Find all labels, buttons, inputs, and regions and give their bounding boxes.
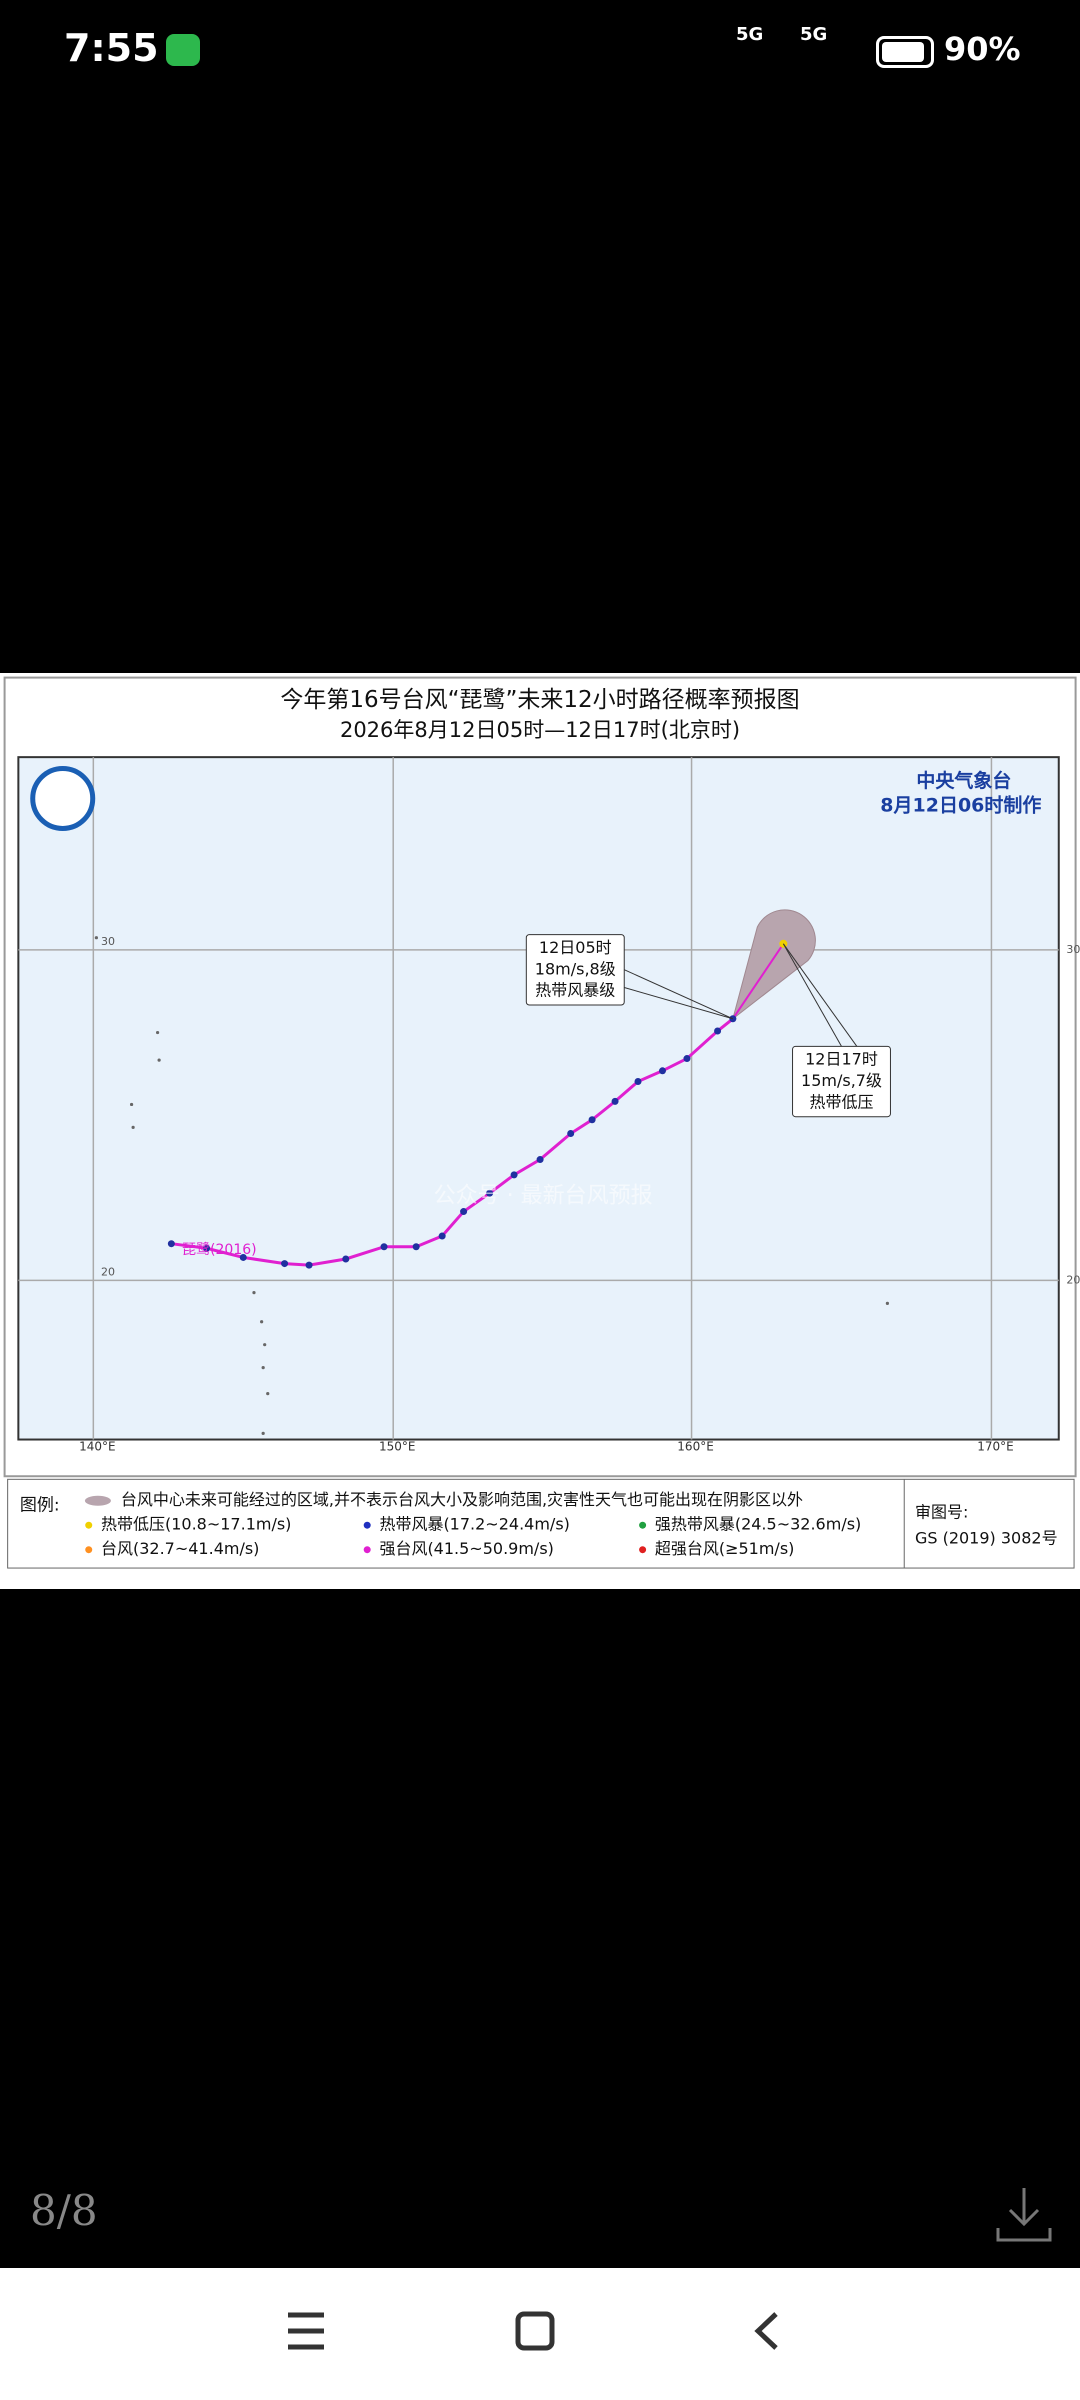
- callout-text: 12日05时: [539, 938, 612, 957]
- legend-item: 热带低压(10.8~17.1m/s): [101, 1515, 291, 1534]
- track-point: [239, 1253, 247, 1261]
- watermark: 公众号 · 最新台风预报: [434, 1183, 653, 1208]
- latitude-label: 30: [101, 935, 115, 948]
- callout-text: 热带风暴级: [535, 981, 615, 1000]
- battery-icon: [876, 36, 934, 68]
- track-point: [167, 1240, 175, 1248]
- track-point: [342, 1255, 350, 1263]
- legend-item: 热带风暴(17.2~24.4m/s): [379, 1515, 569, 1534]
- legend-box: [7, 1478, 1075, 1569]
- island: [263, 1343, 267, 1347]
- map-subtitle: 2026年8月12日05时—12日17时(北京时): [340, 718, 740, 742]
- probability-cone: [732, 909, 816, 1021]
- track-point: [683, 1055, 691, 1063]
- track-point: [634, 1078, 642, 1086]
- legend-dot: [639, 1546, 647, 1554]
- island: [885, 1301, 890, 1305]
- map-frame: [17, 756, 1060, 1441]
- track-point: [729, 1015, 737, 1023]
- island: [261, 1431, 265, 1436]
- island: [260, 1320, 264, 1324]
- legend-dot: [85, 1521, 93, 1529]
- island: [261, 1366, 265, 1370]
- legend-dot: [363, 1546, 371, 1554]
- longitude-label: 160°E: [677, 1440, 714, 1454]
- legend-item: 台风(32.7~41.4m/s): [101, 1539, 259, 1558]
- image-border: [3, 676, 1077, 1478]
- track-point: [658, 1067, 666, 1075]
- message-icon: [166, 34, 200, 66]
- callout-text: 18m/s,8级: [535, 959, 616, 978]
- latitude-label: 20: [101, 1265, 115, 1278]
- callout-text: 12日17时: [805, 1050, 878, 1069]
- track-point: [460, 1208, 468, 1216]
- network: 5G: [800, 24, 828, 45]
- island: [94, 936, 98, 940]
- battery: 90%: [944, 30, 1021, 68]
- island: [131, 1125, 135, 1130]
- track-point: [305, 1261, 313, 1269]
- island: [129, 1102, 134, 1107]
- map-title: 今年第16号台风“琵鹭”未来12小时路径概率预报图: [280, 687, 799, 713]
- legend-item: 强台风(41.5~50.9m/s): [379, 1539, 553, 1558]
- track-point: [510, 1171, 518, 1179]
- made-at: 8月12日06时制作: [880, 794, 1041, 817]
- legend-title: 图例:: [20, 1495, 60, 1515]
- back-button[interactable]: [754, 2312, 778, 2350]
- track-point: [567, 1130, 575, 1138]
- longitude-label: 170°E: [977, 1440, 1014, 1454]
- network: 5G: [736, 24, 764, 45]
- callout-box: [792, 1045, 891, 1118]
- page-counter: 8/8: [30, 2186, 98, 2235]
- track-point: [412, 1243, 420, 1251]
- approval: GS (2019) 3082号: [915, 1528, 1058, 1547]
- agency: 中央气象台: [916, 769, 1011, 792]
- callout-text: 热带低压: [809, 1092, 873, 1111]
- callout-line: [620, 967, 734, 1020]
- track-point: [438, 1232, 446, 1240]
- legend-cone-text: 台风中心未来可能经过的区域,并不表示台风大小及影响范围,灾害性天气也可能出现在阴…: [121, 1490, 803, 1509]
- longitude-label: 140°E: [79, 1440, 116, 1454]
- callout-line: [621, 986, 734, 1020]
- track-point: [588, 1116, 596, 1124]
- callout-line: [782, 943, 842, 1047]
- island: [252, 1291, 256, 1295]
- logo: [30, 765, 96, 831]
- island: [155, 1030, 160, 1035]
- legend-dot: [639, 1521, 647, 1529]
- track-point: [380, 1243, 388, 1251]
- legend-cone: [84, 1495, 111, 1506]
- longitude-label: 150°E: [379, 1440, 416, 1454]
- forecast-track: [732, 943, 785, 1020]
- island: [266, 1392, 270, 1396]
- typhoon-label: 琵鹭(2016): [182, 1242, 257, 1258]
- clock: 7:55: [64, 26, 159, 70]
- track-point: [281, 1260, 289, 1268]
- nav-bar: [0, 2268, 1080, 2400]
- legend-item: 强热带风暴(24.5~32.6m/s): [655, 1515, 861, 1534]
- track-point: [714, 1027, 722, 1035]
- callout-text: 15m/s,7级: [801, 1071, 882, 1090]
- track-point: [536, 1156, 544, 1164]
- download-button[interactable]: [994, 2184, 1054, 2244]
- typhoon-map-image: 今年第16号台风“琵鹭”未来12小时路径概率预报图 2026年8月12日05时—1…: [0, 673, 1080, 1589]
- island: [157, 1058, 161, 1062]
- legend-dot: [85, 1546, 93, 1554]
- track-point: [611, 1097, 619, 1105]
- track-point: [486, 1189, 494, 1197]
- callout-line: [782, 943, 858, 1047]
- menu-button[interactable]: [288, 2312, 324, 2350]
- home-button[interactable]: [515, 2311, 555, 2351]
- callout-box: [525, 934, 625, 1006]
- approval-title: 审图号:: [915, 1502, 968, 1521]
- track-point: [203, 1244, 211, 1252]
- legend-dot: [363, 1521, 371, 1529]
- legend-item: 超强台风(≥51m/s): [655, 1539, 795, 1558]
- latitude-label: 30: [1066, 943, 1080, 956]
- latitude-label: 20: [1066, 1273, 1080, 1286]
